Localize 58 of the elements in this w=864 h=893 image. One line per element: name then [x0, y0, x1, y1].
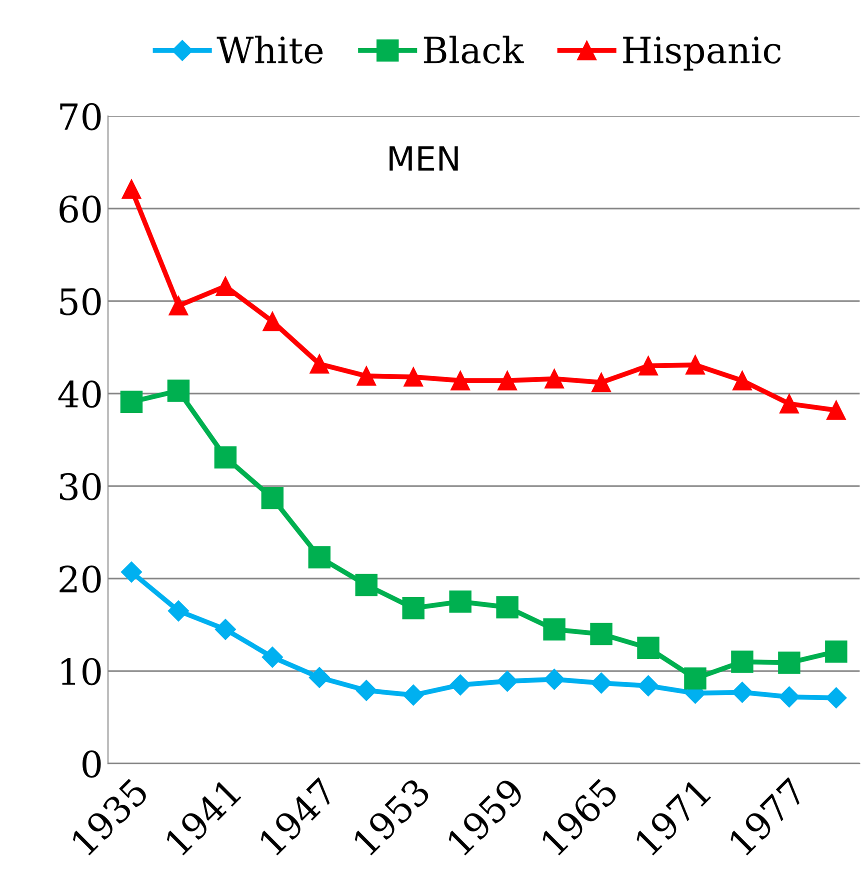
- point: [732, 682, 753, 703]
- point: [402, 597, 424, 620]
- point: [496, 596, 518, 618]
- point: [592, 372, 612, 392]
- point: [544, 668, 565, 690]
- point: [826, 400, 846, 420]
- point: [167, 380, 190, 402]
- point: [355, 574, 378, 596]
- annotation: MEN: [390, 146, 458, 171]
- y-tick-label: 0: [82, 750, 101, 778]
- point: [168, 600, 189, 622]
- point: [637, 636, 660, 660]
- y-tick-label: 20: [60, 565, 101, 593]
- point: [450, 370, 470, 390]
- point: [168, 296, 188, 316]
- y-tick-label: 70: [60, 103, 101, 130]
- point: [120, 562, 142, 583]
- y-tick-label: 30: [60, 472, 101, 500]
- point: [544, 369, 564, 388]
- y-tick-label: 60: [60, 195, 101, 223]
- point: [686, 355, 705, 375]
- point: [778, 652, 800, 674]
- y-tick-label: 10: [62, 658, 101, 686]
- point: [638, 675, 659, 696]
- legend-label: White: [216, 36, 323, 64]
- point: [308, 666, 330, 688]
- point: [356, 366, 376, 386]
- point: [449, 590, 472, 613]
- y-tick-label: 40: [58, 380, 101, 408]
- point: [826, 687, 847, 708]
- point: [216, 276, 236, 296]
- point: [590, 672, 612, 694]
- point: [214, 446, 237, 468]
- point: [308, 546, 331, 568]
- point: [310, 354, 330, 374]
- point: [684, 667, 706, 690]
- point: [779, 394, 799, 414]
- legend-label: Black: [424, 36, 524, 64]
- point: [450, 674, 471, 696]
- point: [732, 370, 752, 390]
- point: [262, 646, 283, 668]
- point: [498, 370, 518, 390]
- point: [778, 686, 800, 708]
- point: [543, 618, 566, 641]
- point: [590, 622, 612, 646]
- point: [731, 650, 754, 673]
- point: [120, 390, 143, 413]
- point: [356, 680, 377, 701]
- point: [261, 486, 284, 510]
- point: [122, 179, 142, 199]
- y-tick-label: 50: [60, 288, 101, 316]
- point: [638, 356, 658, 376]
- legend-label: Hispanic: [623, 36, 781, 71]
- point: [404, 367, 424, 387]
- point: [825, 640, 848, 663]
- point: [214, 618, 236, 640]
- point: [496, 670, 518, 692]
- point: [402, 684, 424, 706]
